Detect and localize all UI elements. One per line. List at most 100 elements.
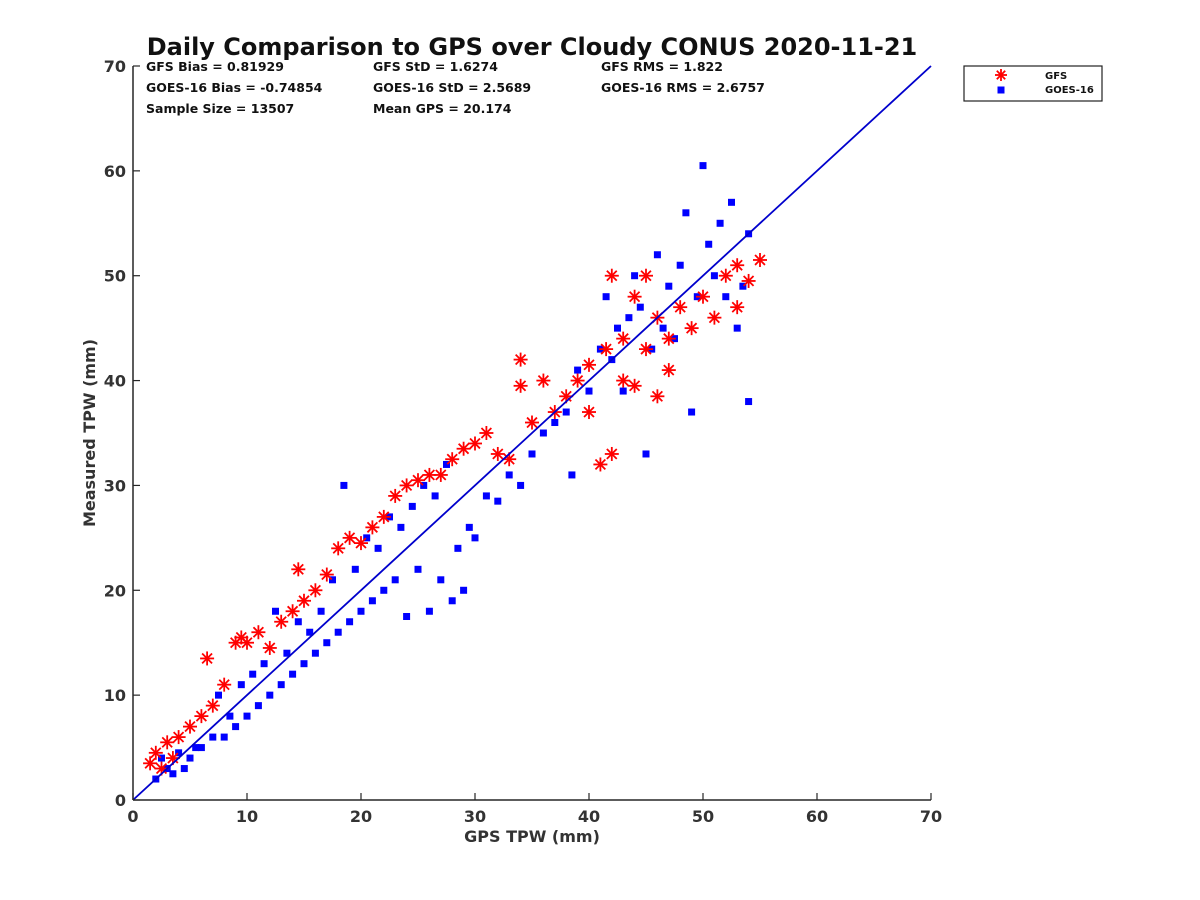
gfs-point — [240, 635, 254, 650]
gfs-point — [319, 567, 334, 582]
goes16-point — [346, 618, 354, 626]
goes16-point — [323, 639, 331, 647]
gfs-point — [536, 373, 551, 388]
gfs-point — [599, 342, 614, 357]
goes16-point — [397, 523, 405, 531]
goes16-point — [197, 744, 205, 752]
stat-gfs-bias: GFS Bias = 0.81929 — [146, 59, 284, 74]
x-tick-label: 70 — [920, 807, 942, 826]
axes — [132, 66, 931, 801]
goes16-point — [237, 681, 245, 689]
goes16-point — [408, 502, 416, 510]
gfs-point — [616, 373, 631, 388]
legend-label-gfs: GFS — [1045, 71, 1067, 82]
gfs-series — [143, 252, 767, 776]
goes16-point — [568, 471, 576, 479]
goes16-point — [232, 723, 240, 731]
goes16-point — [574, 366, 582, 374]
y-tick-label: 40 — [104, 372, 126, 391]
gfs-point — [718, 268, 733, 283]
goes16-point — [425, 607, 433, 615]
x-tick-label: 40 — [578, 807, 600, 826]
goes16-point — [716, 219, 724, 227]
gfs-point — [741, 273, 756, 288]
gfs-point — [291, 562, 306, 577]
goes16-point — [602, 293, 610, 301]
goes16-point — [636, 303, 644, 311]
goes16-point — [374, 544, 382, 552]
goes16-point — [465, 523, 473, 531]
gfs-point — [753, 252, 767, 267]
gfs-point — [730, 300, 745, 315]
goes16-point — [209, 733, 217, 741]
gfs-point — [604, 446, 619, 461]
goes16-point — [585, 387, 593, 395]
gfs-point — [183, 719, 197, 734]
y-tick-label: 20 — [104, 581, 126, 600]
gfs-point — [399, 478, 414, 493]
goes16-point — [505, 471, 513, 479]
goes16-point — [699, 162, 707, 170]
gfs-point — [388, 488, 403, 503]
gfs-point — [160, 735, 175, 750]
stat-goes-rms: GOES-16 RMS = 2.6757 — [601, 80, 765, 95]
goes16-point — [294, 618, 302, 626]
gfs-point — [730, 258, 745, 273]
gfs-point — [513, 352, 528, 367]
goes16-point — [215, 691, 222, 699]
goes16-point — [642, 450, 650, 458]
y-tick-label: 70 — [104, 57, 126, 76]
gfs-point — [171, 730, 186, 745]
gfs-point — [468, 436, 482, 451]
x-tick-label: 50 — [692, 807, 714, 826]
goes16-point — [619, 387, 627, 395]
gfs-point — [639, 268, 653, 283]
goes16-point — [272, 607, 279, 615]
gfs-point — [331, 541, 346, 556]
goes16-point — [334, 628, 342, 636]
goes16-point — [289, 670, 297, 678]
goes16-point — [283, 649, 291, 657]
gfs-point — [274, 614, 289, 629]
x-ticks: 0 10 20 30 40 50 60 70 — [127, 793, 942, 826]
goes16-point — [329, 576, 336, 584]
goes16-point — [454, 544, 462, 552]
legend-marker-gfs — [995, 69, 1007, 81]
gfs-point — [582, 357, 596, 372]
x-tick-label: 0 — [127, 807, 138, 826]
goes16-point — [448, 597, 456, 605]
goes16-point — [665, 282, 673, 290]
gfs-point — [251, 625, 266, 640]
goes16-point — [226, 712, 234, 720]
goes16-point — [494, 497, 502, 505]
goes16-point — [625, 314, 633, 322]
x-axis-label: GPS TPW (mm) — [464, 827, 600, 846]
goes16-point — [266, 691, 274, 699]
goes16-point — [705, 240, 713, 248]
goes16-point — [300, 660, 308, 668]
gfs-point — [627, 289, 642, 304]
goes16-point — [254, 702, 262, 710]
goes16-point — [460, 586, 468, 594]
goes16-point — [437, 576, 445, 584]
goes16-point — [653, 251, 661, 259]
gfs-point — [365, 520, 380, 535]
y-axis-label: Measured TPW (mm) — [80, 339, 99, 527]
x-tick-label: 60 — [806, 807, 828, 826]
goes16-point — [562, 408, 570, 416]
goes16-point — [192, 744, 200, 752]
gfs-point — [308, 583, 323, 598]
gfs-point — [696, 289, 710, 304]
legend: GFS GOES-16 — [963, 65, 1103, 102]
goes16-point — [631, 272, 639, 280]
goes16-point — [614, 324, 621, 332]
goes16-point — [728, 198, 735, 206]
y-tick-label: 50 — [104, 267, 126, 286]
gfs-point — [593, 457, 608, 472]
gfs-point — [639, 342, 653, 357]
gfs-point — [148, 745, 163, 760]
goes16-point — [220, 733, 228, 741]
goes16-point — [539, 429, 547, 437]
goes16-point — [676, 261, 684, 269]
goes16-point — [688, 408, 696, 416]
